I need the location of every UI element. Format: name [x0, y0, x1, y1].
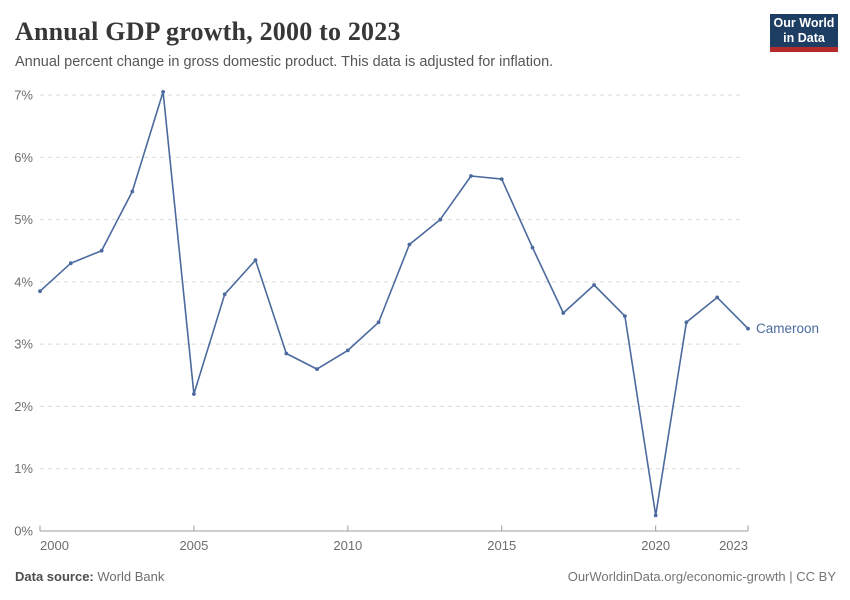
owid-logo-line1: Our World [773, 15, 835, 30]
data-point-cameroon-2018[interactable] [592, 283, 596, 287]
y-axis-label-6%: 6% [14, 150, 33, 165]
data-point-cameroon-2012[interactable] [407, 242, 412, 247]
data-point-cameroon-2009[interactable] [315, 367, 319, 371]
data-point-cameroon-2022[interactable] [715, 295, 720, 300]
data-point-cameroon-2003[interactable] [130, 189, 135, 194]
y-axis-label-4%: 4% [14, 274, 33, 289]
data-point-cameroon-2000[interactable] [38, 289, 42, 294]
data-point-cameroon-2002[interactable] [99, 248, 104, 253]
data-point-cameroon-2005[interactable] [192, 392, 196, 396]
x-axis-label-2000: 2000 [40, 538, 69, 553]
x-axis-label-2005: 2005 [179, 538, 208, 553]
data-point-cameroon-2020[interactable] [653, 513, 658, 518]
data-source-label: Data source: [15, 569, 94, 584]
x-axis-label-2015: 2015 [487, 538, 516, 553]
y-axis-label-2%: 2% [14, 399, 33, 414]
data-point-cameroon-2013[interactable] [438, 217, 443, 222]
data-point-cameroon-2011[interactable] [376, 320, 381, 325]
data-point-cameroon-2010[interactable] [345, 348, 350, 353]
x-axis-label-2020: 2020 [641, 538, 670, 553]
data-source-value: World Bank [97, 569, 165, 584]
chart-subtitle: Annual percent change in gross domestic … [15, 54, 554, 70]
x-axis-label-2010: 2010 [333, 538, 362, 553]
data-point-cameroon-2014[interactable] [469, 174, 473, 178]
y-axis-label-1%: 1% [14, 461, 33, 476]
data-point-cameroon-2004[interactable] [161, 90, 166, 94]
page-title: Annual GDP growth, 2000 to 2023 [15, 17, 401, 46]
y-axis-label-5%: 5% [14, 212, 33, 227]
data-point-cameroon-2021[interactable] [684, 320, 689, 325]
owid-logo-line2: in Data [783, 30, 825, 45]
data-point-cameroon-2019[interactable] [623, 314, 627, 318]
series-label-cameroon: Cameroon [756, 321, 819, 336]
owid-logo[interactable]: Our World in Data [770, 14, 838, 52]
x-axis-label-2023: 2023 [719, 538, 748, 553]
data-point-cameroon-2017[interactable] [561, 311, 566, 315]
data-line-cameroon[interactable] [39, 91, 749, 517]
y-axis-label-0%: 0% [14, 524, 33, 539]
data-point-cameroon-2023[interactable] [746, 326, 750, 331]
data-point-cameroon-2007[interactable] [253, 258, 258, 262]
credit-link[interactable]: OurWorldinData.org/economic-growth | CC … [567, 569, 836, 584]
data-point-cameroon-2006[interactable] [222, 292, 227, 297]
data-source: Data source: World Bank [15, 569, 164, 584]
data-point-cameroon-2001[interactable] [68, 261, 73, 266]
y-axis-label-3%: 3% [14, 337, 33, 352]
data-point-cameroon-2008[interactable] [284, 351, 289, 356]
y-axis-label-7%: 7% [14, 88, 33, 103]
data-point-cameroon-2016[interactable] [530, 245, 535, 250]
data-point-cameroon-2015[interactable] [499, 177, 504, 182]
